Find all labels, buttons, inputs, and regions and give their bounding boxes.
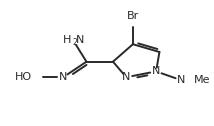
Text: HO: HO bbox=[15, 72, 32, 82]
Text: N: N bbox=[76, 35, 84, 45]
Text: N: N bbox=[59, 72, 67, 82]
Text: N: N bbox=[122, 72, 131, 82]
Text: Me: Me bbox=[194, 75, 211, 85]
Text: Br: Br bbox=[127, 11, 139, 21]
Text: 2: 2 bbox=[72, 38, 77, 47]
Text: N: N bbox=[177, 75, 185, 85]
Text: N: N bbox=[152, 66, 160, 76]
Text: H: H bbox=[63, 35, 71, 45]
